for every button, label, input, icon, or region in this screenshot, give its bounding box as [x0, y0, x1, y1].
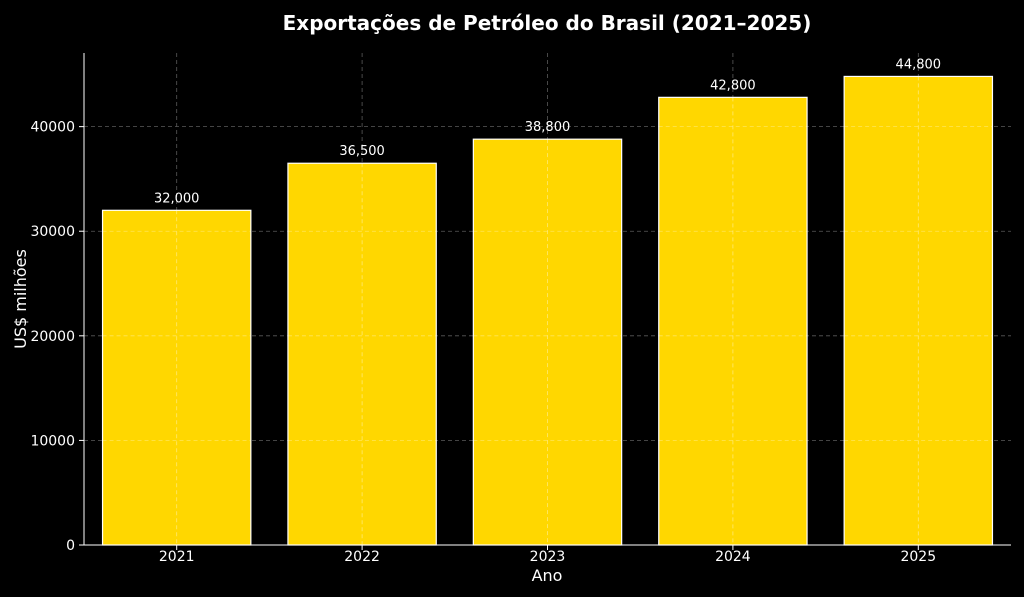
y-tick-label: 40000 [30, 120, 75, 136]
x-tick-label: 2025 [900, 549, 936, 565]
bar-2023 [472, 138, 623, 546]
bar-2025 [843, 75, 994, 546]
x-axis-label: Ano [532, 566, 563, 585]
data-label: 44,800 [896, 57, 942, 72]
y-tick-label: 10000 [30, 433, 75, 449]
bar-2022 [287, 162, 437, 546]
x-tick-label: 2023 [530, 549, 566, 565]
x-tick-label: 2022 [344, 549, 380, 565]
bar-2021 [101, 209, 252, 546]
data-label: 38,800 [525, 120, 571, 135]
data-label: 42,800 [710, 78, 756, 93]
y-tick-label: 20000 [30, 329, 75, 345]
axes [79, 53, 1011, 550]
y-tick-label: 30000 [30, 224, 75, 240]
data-label: 36,500 [339, 144, 385, 159]
bars [101, 75, 994, 546]
x-tick-label: 2021 [159, 549, 195, 565]
labels: 0 10000 20000 30000 40000 2021 2022 2023 2024 202… [30, 57, 941, 565]
data-label: 32,000 [154, 191, 200, 206]
chart-title: Exportações de Petróleo do Brasil (2021–… [283, 11, 812, 35]
y-tick-label: 0 [66, 538, 75, 554]
y-axis-label: US$ milhões [11, 249, 30, 349]
x-tick-label: 2024 [715, 549, 751, 565]
